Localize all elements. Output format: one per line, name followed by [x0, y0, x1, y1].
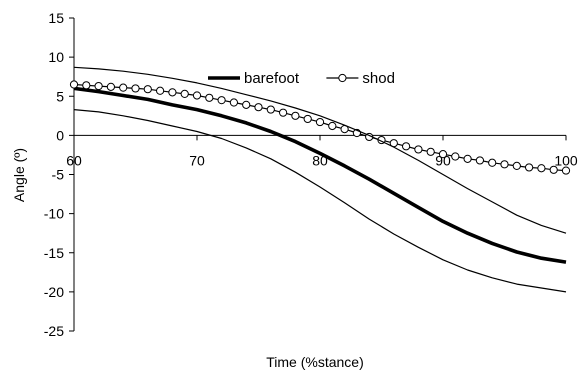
shod-point: [328, 121, 337, 131]
shod-point: [303, 114, 312, 124]
shod-point: [315, 117, 325, 127]
barefoot-legend-label: barefoot: [244, 70, 300, 87]
shod-point: [488, 158, 497, 167]
shod-point: [119, 83, 128, 92]
y-tick-label: -25: [44, 323, 64, 339]
shod-point: [94, 81, 103, 91]
shod-point: [414, 145, 423, 154]
shod-point: [291, 111, 300, 120]
band-line-2: [73, 66, 567, 234]
shod-point: [561, 166, 571, 175]
legend: barefoot shod: [208, 70, 395, 87]
shod-point: [180, 89, 189, 99]
shod-point: [131, 84, 140, 93]
shod-point: [205, 93, 214, 102]
x-tick-label: 70: [189, 152, 205, 168]
shod-point: [106, 82, 116, 91]
shod-point: [242, 100, 251, 109]
shod-point: [463, 154, 472, 163]
shod-point: [451, 152, 460, 161]
shod-point: [438, 150, 448, 159]
y-tick-label: -10: [44, 206, 64, 222]
shod-point: [402, 142, 411, 151]
shod-point: [475, 156, 484, 165]
y-axis-label: Angle (º): [11, 148, 27, 202]
y-tick-label: -5: [52, 167, 65, 183]
y-tick-label: 10: [48, 49, 64, 65]
shod-point: [254, 103, 263, 112]
shod-point: [82, 81, 91, 90]
y-tick-label: -15: [44, 245, 64, 261]
shod-legend-marker: [338, 73, 347, 83]
barefoot-line: [73, 86, 567, 264]
shod-point: [156, 86, 165, 95]
shod-point: [279, 108, 288, 117]
shod-point: [549, 165, 558, 174]
shod-point: [192, 91, 202, 100]
band-line-3: [73, 109, 567, 293]
shod-point: [537, 164, 546, 173]
x-tick-label: 100: [554, 152, 578, 168]
shod-legend-label: shod: [362, 70, 395, 87]
shod-point: [426, 147, 435, 156]
shod-point: [69, 80, 79, 89]
shod-point: [168, 88, 177, 97]
y-tick-label: 15: [48, 10, 64, 26]
y-tick-label: 0: [56, 127, 64, 143]
series-layer: [69, 66, 571, 293]
shod-point: [143, 85, 152, 94]
shod-point: [500, 160, 509, 169]
y-tick-label: 5: [56, 88, 64, 104]
shod-point: [266, 105, 275, 114]
shod-point: [217, 96, 226, 105]
x-tick-label: 90: [435, 152, 451, 168]
y-tick-label: -20: [44, 284, 64, 300]
shod-point: [229, 98, 238, 107]
shod-point: [512, 161, 521, 170]
x-tick-label: 60: [66, 152, 82, 168]
shod-point: [525, 163, 534, 172]
x-axis-label: Time (%stance): [266, 354, 364, 370]
y-axis: 15 10 5 0 -5 -10 -15 -20 -25: [44, 10, 75, 339]
